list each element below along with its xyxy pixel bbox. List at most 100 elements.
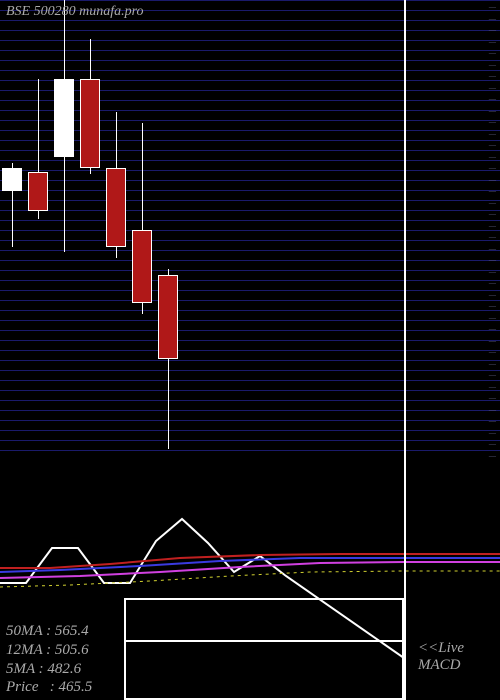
y-tick-label: — [489,347,496,356]
gridline [0,270,500,271]
y-tick-label: — [489,405,496,414]
candle-body[interactable] [54,79,74,158]
chart-title: BSE 500280 munafa.pro [6,4,144,20]
gridline [0,210,500,211]
live-macd-label: <<Live MACD [418,640,464,673]
candle-body[interactable] [106,168,126,247]
gridline [0,340,500,341]
y-tick-label: — [489,244,496,253]
gridline [0,100,500,101]
gridline [0,380,500,381]
gridline [0,180,500,181]
gridline [0,160,500,161]
y-tick-label: — [489,60,496,69]
gridline [0,400,500,401]
gridline [0,260,500,261]
gridline [0,440,500,441]
chart-container: ————————————————————————————————————————… [0,0,500,700]
y-tick-label: — [489,14,496,23]
y-tick-label: — [489,313,496,322]
title-text: BSE 500280 munafa.pro [6,4,144,19]
y-tick-label: — [489,2,496,11]
live-label-line2: MACD [418,657,464,674]
y-tick-label: — [489,232,496,241]
gridline [0,450,500,451]
y-tick-label: — [489,221,496,230]
gridline [0,60,500,61]
y-tick-label: — [489,198,496,207]
y-tick-label: — [489,106,496,115]
y-tick-label: — [489,428,496,437]
candle-body[interactable] [132,230,152,303]
y-tick-label: — [489,324,496,333]
y-tick-label: — [489,382,496,391]
gridline [0,410,500,411]
info-line: 50MA : 565.4 [6,622,92,641]
candle-body[interactable] [80,79,100,169]
gridline [0,140,500,141]
gridline [0,310,500,311]
y-tick-label: — [489,393,496,402]
y-tick-label: — [489,129,496,138]
y-tick-label: — [489,186,496,195]
gridline [0,330,500,331]
gridline [0,70,500,71]
gridline [0,0,500,1]
y-tick-label: — [489,37,496,46]
gridline [0,300,500,301]
y-tick-label: — [489,290,496,299]
gridline [0,110,500,111]
y-tick-label: — [489,209,496,218]
gridline [0,420,500,421]
y-tick-label: — [489,370,496,379]
indicator-box [124,640,404,700]
live-label-line1: <<Live [418,640,464,657]
gridline [0,350,500,351]
gridline [0,240,500,241]
gridline [0,80,500,81]
gridline [0,430,500,431]
gridline [0,40,500,41]
gridline [0,320,500,321]
ma-blue [0,558,500,572]
gridline [0,150,500,151]
y-tick-label: — [489,359,496,368]
y-tick-label: — [489,175,496,184]
gridline [0,200,500,201]
candle-body[interactable] [2,168,22,190]
gridline [0,220,500,221]
gridline [0,230,500,231]
y-tick-label: — [489,163,496,172]
y-tick-label: — [489,152,496,161]
y-tick-label: — [489,25,496,34]
cursor-vertical-line[interactable] [404,0,406,700]
gridline [0,30,500,31]
gridline [0,290,500,291]
gridline [0,170,500,171]
gridline [0,280,500,281]
info-line: 12MA : 505.6 [6,641,92,660]
gridline [0,120,500,121]
y-tick-label: — [489,140,496,149]
y-tick-label: — [489,117,496,126]
gridline [0,250,500,251]
y-tick-label: — [489,48,496,57]
gridline [0,360,500,361]
y-tick-label: — [489,301,496,310]
candle-body[interactable] [28,172,48,211]
gridline [0,50,500,51]
gridline [0,190,500,191]
candlestick-panel[interactable]: ———————————————————————————————————————— [0,0,500,460]
candle-body[interactable] [158,275,178,359]
gridline [0,370,500,371]
info-line: Price : 465.5 [6,678,92,697]
gridline [0,390,500,391]
y-tick-label: — [489,255,496,264]
y-tick-label: — [489,83,496,92]
ma-yellow-dotted [0,571,500,587]
y-tick-label: — [489,94,496,103]
y-tick-label: — [489,278,496,287]
gridline [0,130,500,131]
y-tick-label: — [489,416,496,425]
y-tick-label: — [489,336,496,345]
